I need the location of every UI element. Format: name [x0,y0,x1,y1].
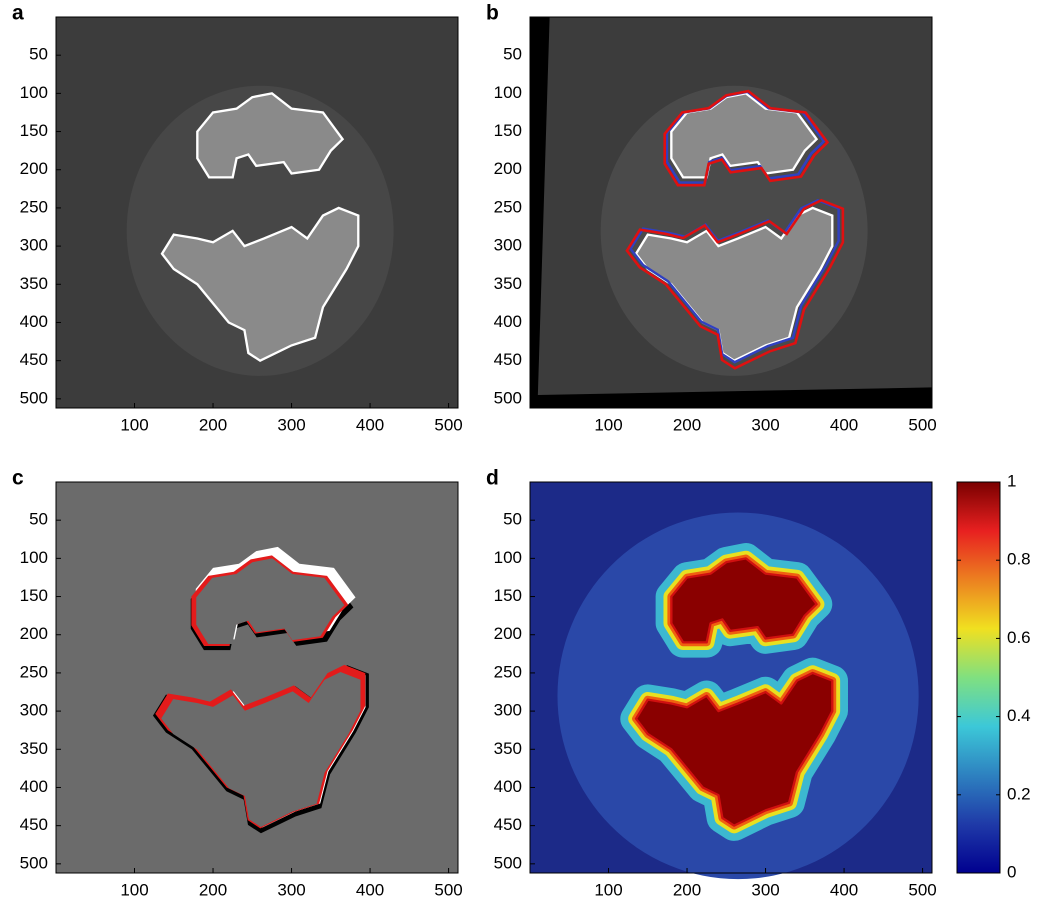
y-tick-label: 150 [494,586,522,605]
y-tick-label: 250 [20,197,48,216]
x-tick-label: 400 [356,415,384,434]
y-tick-label: 250 [494,662,522,681]
y-tick-label: 450 [494,350,522,369]
y-tick-label: 50 [29,510,48,529]
colorbar-tick-label: 0.6 [1007,628,1031,647]
y-tick-label: 100 [20,548,48,567]
x-tick-label: 300 [277,415,305,434]
image-c [56,482,458,873]
y-tick-label: 450 [20,815,48,834]
y-tick-label: 200 [494,624,522,643]
colorbar-tick-label: 1 [1007,471,1016,490]
y-tick-label: 300 [20,701,48,720]
y-tick-label: 300 [20,236,48,255]
colorbar-tick-label: 0.8 [1007,550,1031,569]
y-tick-label: 200 [20,624,48,643]
x-tick-label: 500 [908,880,936,899]
y-tick-label: 100 [494,548,522,567]
y-tick-label: 50 [29,45,48,64]
y-tick-label: 500 [20,853,48,872]
y-tick-label: 150 [20,586,48,605]
x-tick-label: 100 [120,880,148,899]
y-tick-label: 150 [494,121,522,140]
x-tick-label: 400 [830,880,858,899]
colorbar [957,482,1000,873]
x-tick-label: 400 [356,880,384,899]
x-tick-label: 100 [594,880,622,899]
y-tick-label: 250 [20,662,48,681]
y-tick-label: 400 [494,312,522,331]
y-tick-label: 300 [494,236,522,255]
y-tick-label: 450 [20,350,48,369]
x-tick-label: 500 [908,415,936,434]
y-tick-label: 100 [494,83,522,102]
x-tick-label: 200 [199,415,227,434]
y-tick-label: 200 [20,159,48,178]
panel-label: d [486,467,499,490]
y-tick-label: 400 [494,777,522,796]
x-tick-label: 300 [277,880,305,899]
y-tick-label: 100 [20,83,48,102]
colorbar-tick-label: 0 [1007,862,1016,881]
y-tick-label: 450 [494,815,522,834]
y-tick-label: 400 [20,777,48,796]
x-tick-label: 300 [751,880,779,899]
y-tick-label: 150 [20,121,48,140]
x-tick-label: 400 [830,415,858,434]
y-tick-label: 500 [494,853,522,872]
panel-label: c [12,467,24,490]
y-tick-label: 500 [494,388,522,407]
figure: a100200300400500501001502002503003504004… [0,0,1037,904]
colorbar-tick-label: 0.2 [1007,784,1031,803]
image-a [56,17,458,408]
x-tick-label: 200 [199,880,227,899]
x-tick-label: 500 [434,415,462,434]
x-tick-label: 200 [673,880,701,899]
y-tick-label: 300 [494,701,522,720]
panel-label: b [486,2,499,25]
image-b [530,17,932,408]
y-tick-label: 250 [494,197,522,216]
x-tick-label: 300 [751,415,779,434]
x-tick-label: 200 [673,415,701,434]
image-d [530,482,932,879]
x-tick-label: 500 [434,880,462,899]
y-tick-label: 500 [20,388,48,407]
x-tick-label: 100 [120,415,148,434]
x-tick-label: 100 [594,415,622,434]
y-tick-label: 50 [503,510,522,529]
y-tick-label: 350 [20,739,48,758]
y-tick-label: 350 [20,274,48,293]
y-tick-label: 200 [494,159,522,178]
panel-label: a [12,2,24,25]
y-tick-label: 350 [494,739,522,758]
colorbar-tick-label: 0.4 [1007,706,1031,725]
y-tick-label: 50 [503,45,522,64]
y-tick-label: 350 [494,274,522,293]
y-tick-label: 400 [20,312,48,331]
